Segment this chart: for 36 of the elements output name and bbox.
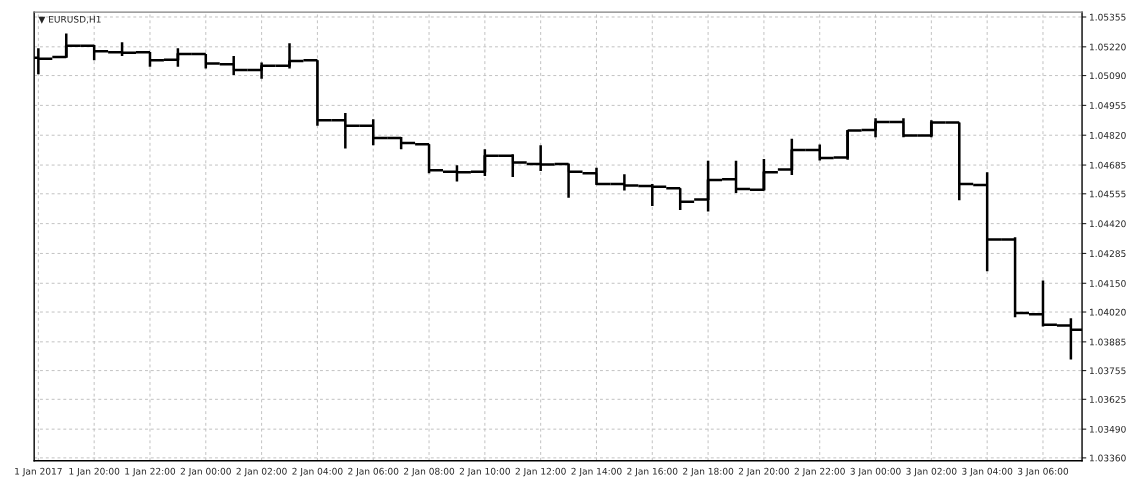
y-tick-label: 1.04555 xyxy=(1089,190,1126,198)
y-tick-label: 1.03755 xyxy=(1089,367,1126,375)
x-tick-label: 1 Jan 22:00 xyxy=(125,467,176,477)
y-tick-label: 1.05090 xyxy=(1089,72,1126,80)
y-tick-label: 1.03625 xyxy=(1089,396,1126,403)
y-tick-label: 1.04285 xyxy=(1089,250,1126,258)
y-tick-label: 1.05355 xyxy=(1089,13,1126,21)
x-tick-label: 1 Jan 2017 xyxy=(15,467,62,477)
x-tick-label: 2 Jan 16:00 xyxy=(627,467,678,477)
y-tick-label: 1.03360 xyxy=(1089,454,1126,462)
x-tick-label: 2 Jan 22:00 xyxy=(794,467,845,477)
x-tick-label: 2 Jan 06:00 xyxy=(348,467,399,477)
x-tick-label: 2 Jan 18:00 xyxy=(683,467,734,477)
y-tick-label: 1.03490 xyxy=(1089,425,1126,433)
y-tick-label: 1.04820 xyxy=(1089,131,1126,139)
y-tick-label: 1.04020 xyxy=(1089,308,1126,316)
x-tick-label: 3 Jan 02:00 xyxy=(906,467,957,477)
x-tick-label: 1 Jan 20:00 xyxy=(69,467,120,477)
y-tick-label: 1.04955 xyxy=(1089,102,1126,109)
x-tick-label: 3 Jan 04:00 xyxy=(962,467,1013,477)
x-tick-label: 3 Jan 00:00 xyxy=(850,467,901,477)
x-tick-label: 2 Jan 02:00 xyxy=(236,467,287,477)
y-tick-label: 1.04150 xyxy=(1089,280,1126,287)
x-tick-label: 2 Jan 14:00 xyxy=(571,467,622,477)
y-tick-label: 1.04420 xyxy=(1089,220,1126,228)
y-tick-label: 1.05220 xyxy=(1089,43,1126,51)
x-tick-label: 2 Jan 20:00 xyxy=(738,467,790,477)
chart-title: ▼ EURUSD,H1 xyxy=(38,15,101,24)
x-tick-label: 2 Jan 12:00 xyxy=(515,467,566,477)
x-tick-label: 2 Jan 04:00 xyxy=(292,467,343,477)
x-tick-label: 2 Jan 10:00 xyxy=(459,467,510,477)
x-tick-label: 2 Jan 00:00 xyxy=(180,467,231,477)
x-tick-label: 2 Jan 08:00 xyxy=(404,467,455,477)
x-tick-label: 3 Jan 06:00 xyxy=(1017,467,1069,477)
y-tick-label: 1.03885 xyxy=(1089,338,1126,346)
y-tick-label: 1.04685 xyxy=(1089,161,1126,169)
